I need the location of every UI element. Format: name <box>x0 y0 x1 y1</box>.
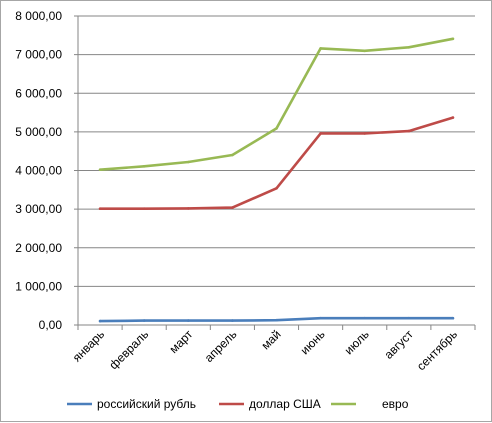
series-1-point-1 <box>142 207 146 210</box>
series-2-point-3 <box>231 153 234 157</box>
y-tick-label-3: 3 000,00 <box>15 202 62 216</box>
series-1-point-8 <box>451 116 455 119</box>
legend: российский рубль доллар США евро <box>67 397 409 411</box>
series-2-point-7 <box>407 46 411 49</box>
series-0-point-7 <box>407 316 411 320</box>
series-2-point-6 <box>363 49 367 53</box>
series-1-point-6 <box>363 132 367 135</box>
legend-item-1: доллар США <box>219 397 321 411</box>
x-tick-label-4: май <box>258 327 283 352</box>
series-2-point-4 <box>275 127 278 130</box>
legend-label-0: российский рубль <box>97 397 196 411</box>
legend-item-0: российский рубль <box>67 397 196 411</box>
series-2-point-5 <box>319 47 322 50</box>
y-tick-label-8: 8 000,00 <box>15 9 62 23</box>
x-tick-label-2: март <box>167 327 196 356</box>
x-tick-label-6: июль <box>342 327 372 357</box>
x-tick-label-3: апрель <box>202 327 240 365</box>
series-0-point-8 <box>451 316 455 320</box>
series-2-point-2 <box>187 160 190 164</box>
legend-item-2: евро <box>331 397 409 411</box>
x-tick-label-5: июнь <box>298 327 328 357</box>
series-1-point-0 <box>98 207 102 210</box>
series-0-point-0 <box>98 319 102 323</box>
y-tick-label-7: 7 000,00 <box>15 48 62 62</box>
legend-label-1: доллар США <box>249 397 321 411</box>
x-tick-label-7: август <box>381 327 416 362</box>
series-1-point-7 <box>407 129 411 133</box>
series-0-point-1 <box>142 319 146 322</box>
series-1-point-3 <box>231 206 234 209</box>
gridlines <box>78 15 475 287</box>
x-tick-label-0: январь <box>70 327 107 364</box>
axes <box>74 15 476 330</box>
y-axis-tick-labels: 0,00 1 000,00 2 000,00 3 000,00 4 000,00 5 00… <box>15 9 62 332</box>
series-lines <box>98 37 455 323</box>
series-line-2 <box>98 37 455 171</box>
series-1-point-4 <box>275 187 278 190</box>
series-2-point-8 <box>451 37 455 41</box>
y-tick-label-6: 6 000,00 <box>15 86 62 100</box>
x-tick-label-8: сентябрь <box>414 327 460 373</box>
series-0-point-4 <box>275 318 278 322</box>
x-axis-tick-labels: январь февраль март апрель май июнь июль август… <box>70 327 460 373</box>
series-0-point-5 <box>319 316 322 320</box>
series-0-point-2 <box>187 319 190 322</box>
y-tick-label-4: 4 000,00 <box>15 164 62 178</box>
y-tick-label-0: 0,00 <box>39 318 63 332</box>
series-1-point-5 <box>319 132 322 135</box>
series-1-point-2 <box>187 207 190 210</box>
series-0-point-6 <box>363 316 367 320</box>
series-2-point-1 <box>142 165 146 168</box>
x-tick-label-1: февраль <box>106 327 151 372</box>
y-tick-label-1: 1 000,00 <box>15 279 62 293</box>
y-tick-label-5: 5 000,00 <box>15 125 62 139</box>
series-0-point-3 <box>231 319 234 322</box>
series-2-point-0 <box>98 168 102 171</box>
series-line-1 <box>98 116 455 210</box>
legend-label-2: евро <box>382 397 409 411</box>
y-tick-label-2: 2 000,00 <box>15 241 62 255</box>
